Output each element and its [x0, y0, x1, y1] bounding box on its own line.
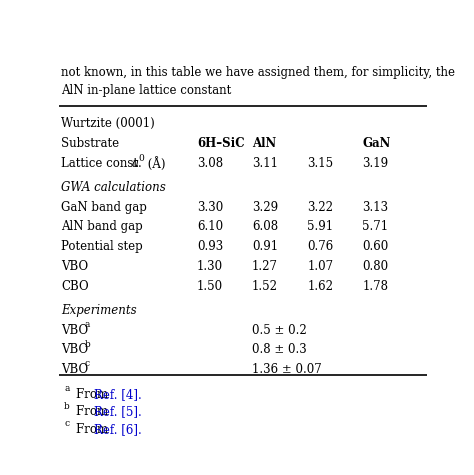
- Text: 3.15: 3.15: [307, 157, 333, 170]
- Text: a: a: [64, 384, 69, 393]
- Text: 5.91: 5.91: [307, 220, 333, 234]
- Text: 0: 0: [138, 154, 145, 163]
- Text: 1.27: 1.27: [252, 260, 278, 273]
- Text: Potential step: Potential step: [61, 240, 143, 253]
- Text: From: From: [76, 423, 112, 436]
- Text: 3.11: 3.11: [252, 157, 278, 170]
- Text: Lattice const.: Lattice const.: [61, 157, 146, 170]
- Text: 1.36 ± 0.07: 1.36 ± 0.07: [252, 363, 322, 376]
- Text: GaN: GaN: [362, 137, 391, 150]
- Text: 1.52: 1.52: [252, 280, 278, 293]
- Text: c: c: [64, 419, 69, 428]
- Text: VBO: VBO: [61, 323, 88, 337]
- Text: 1.50: 1.50: [197, 280, 223, 293]
- Text: a: a: [85, 320, 91, 329]
- Text: Substrate: Substrate: [61, 137, 119, 150]
- Text: AlN in-plane lattice constant: AlN in-plane lattice constant: [61, 84, 231, 97]
- Text: GWA calculations: GWA calculations: [61, 181, 166, 194]
- Text: 6.10: 6.10: [197, 220, 223, 234]
- Text: 0.80: 0.80: [362, 260, 388, 273]
- Text: 3.13: 3.13: [362, 201, 388, 214]
- Text: 1.62: 1.62: [307, 280, 333, 293]
- Text: 1.07: 1.07: [307, 260, 333, 273]
- Text: 3.08: 3.08: [197, 157, 223, 170]
- Text: Experiments: Experiments: [61, 304, 137, 317]
- Text: GaN band gap: GaN band gap: [61, 201, 147, 214]
- Text: 0.8 ± 0.3: 0.8 ± 0.3: [252, 343, 307, 356]
- Text: 0.76: 0.76: [307, 240, 334, 253]
- Text: CBO: CBO: [61, 280, 89, 293]
- Text: Ref. [6].: Ref. [6].: [94, 423, 142, 436]
- Text: b: b: [85, 340, 91, 349]
- Text: 0.93: 0.93: [197, 240, 223, 253]
- Text: not known, in this table we have assigned them, for simplicity, the: not known, in this table we have assigne…: [61, 66, 455, 79]
- Text: AlN band gap: AlN band gap: [61, 220, 143, 234]
- Text: 5.71: 5.71: [362, 220, 388, 234]
- Text: VBO: VBO: [61, 260, 88, 273]
- Text: 3.22: 3.22: [307, 201, 333, 214]
- Text: a: a: [132, 157, 139, 170]
- Text: From: From: [76, 388, 112, 400]
- Text: 0.60: 0.60: [362, 240, 389, 253]
- Text: 3.19: 3.19: [362, 157, 388, 170]
- Text: VBO: VBO: [61, 363, 88, 376]
- Text: Wurtzite (0001): Wurtzite (0001): [61, 117, 155, 130]
- Text: 1.30: 1.30: [197, 260, 223, 273]
- Text: Ref. [4].: Ref. [4].: [94, 388, 142, 400]
- Text: b: b: [64, 401, 70, 410]
- Text: 1.78: 1.78: [362, 280, 388, 293]
- Text: (Å): (Å): [145, 157, 166, 171]
- Text: From: From: [76, 405, 112, 418]
- Text: Ref. [5].: Ref. [5].: [94, 405, 142, 418]
- Text: 6.08: 6.08: [252, 220, 278, 234]
- Text: 0.5 ± 0.2: 0.5 ± 0.2: [252, 323, 307, 337]
- Text: 0.91: 0.91: [252, 240, 278, 253]
- Text: c: c: [85, 360, 90, 369]
- Text: 6H–SiC: 6H–SiC: [197, 137, 245, 150]
- Text: 3.30: 3.30: [197, 201, 223, 214]
- Text: AlN: AlN: [252, 137, 276, 150]
- Text: 3.29: 3.29: [252, 201, 278, 214]
- Text: VBO: VBO: [61, 343, 88, 356]
